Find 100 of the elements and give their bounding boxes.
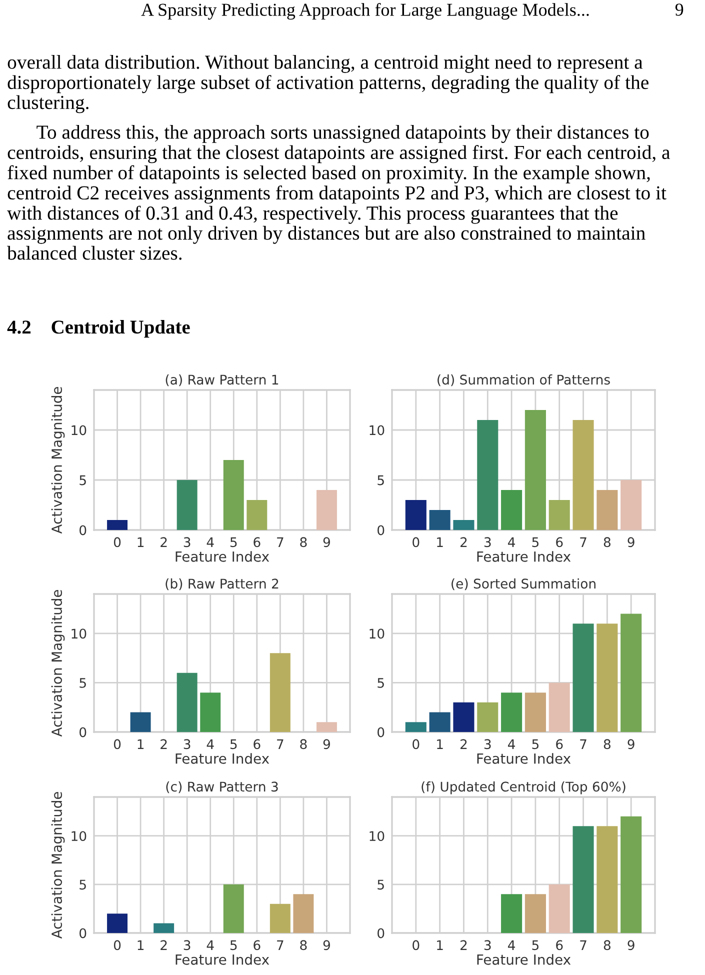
x-tick-label: 4 <box>206 739 214 749</box>
bar <box>548 884 570 933</box>
x-tick-label: 9 <box>323 739 330 750</box>
bar <box>154 923 174 933</box>
bar <box>501 490 522 530</box>
y-tick-label: 0 <box>378 525 384 536</box>
chart-title: (c) Raw Pattern 3 <box>166 781 278 794</box>
x-tick-label: 5 <box>230 537 237 548</box>
text: 4.2 Centroid Update <box>7 320 190 338</box>
x-tick-label: 8 <box>604 739 610 750</box>
bar <box>620 614 642 732</box>
x-tick-label: 2 <box>160 739 167 749</box>
y-tick-label: 10 <box>72 628 86 639</box>
bar <box>596 490 618 530</box>
y-axis-title: Activation Magnitude <box>51 386 65 534</box>
bar <box>572 624 594 732</box>
bar <box>620 480 642 530</box>
x-axis-title: Feature Index <box>477 954 571 965</box>
bar <box>176 672 198 732</box>
x-tick-label: 8 <box>604 940 610 950</box>
y-tick-label: 5 <box>378 880 384 890</box>
x-tick-label: 4 <box>206 940 214 950</box>
x-tick-label: 6 <box>254 940 260 950</box>
y-tick-label: 10 <box>370 628 384 639</box>
y-tick-label: 5 <box>378 678 384 688</box>
x-tick-label: 9 <box>323 537 330 548</box>
x-tick-label: 0 <box>114 537 121 548</box>
y-tick-label: 0 <box>80 525 86 536</box>
x-tick-label: 0 <box>412 537 420 548</box>
y-axis-title: Activation Magnitude <box>51 590 65 737</box>
bar <box>429 510 450 530</box>
chart-title: (d) Summation of Patterns <box>438 374 610 386</box>
x-tick-label: 1 <box>138 537 144 547</box>
y-tick-label: 5 <box>378 475 384 486</box>
bar <box>596 624 618 732</box>
x-tick-label: 4 <box>508 537 516 547</box>
x-tick-label: 4 <box>508 940 516 950</box>
bar <box>429 712 450 732</box>
x-tick-label: 5 <box>230 940 237 950</box>
bar <box>316 722 337 732</box>
x-tick-label: 5 <box>532 537 538 548</box>
bar <box>223 460 244 530</box>
x-axis-title: Feature Index <box>176 753 270 764</box>
x-tick-label: 5 <box>532 739 538 750</box>
y-axis-title: Activation Magnitude <box>51 792 65 939</box>
x-tick-label: 0 <box>412 940 420 950</box>
text: 9 <box>675 4 684 16</box>
x-tick-label: 6 <box>254 739 260 750</box>
bar <box>524 692 546 732</box>
x-tick-label: 8 <box>300 940 307 950</box>
bar <box>548 682 570 732</box>
x-tick-label: 3 <box>484 940 491 950</box>
y-tick-label: 10 <box>370 425 384 436</box>
x-tick-label: 0 <box>412 739 420 750</box>
x-tick-label: 6 <box>556 940 563 950</box>
bar <box>620 816 642 933</box>
bar <box>477 420 498 530</box>
x-tick-label: 6 <box>254 537 260 548</box>
x-tick-label: 8 <box>300 537 307 548</box>
text: overall data distribution. Without balancing, a centroid might need to represent a disproportionately large subset of activation patterns, degrading the quality of the clustering. <box>8 55 648 114</box>
x-tick-label: 7 <box>580 739 586 749</box>
bar <box>572 826 594 933</box>
y-tick-label: 0 <box>378 928 384 938</box>
x-tick-label: 0 <box>114 940 121 950</box>
bar <box>548 500 570 530</box>
bar <box>270 904 290 933</box>
x-tick-label: 6 <box>556 537 563 548</box>
bar <box>524 410 546 530</box>
x-tick-label: 2 <box>160 537 167 547</box>
x-tick-label: 4 <box>206 537 214 547</box>
chart-title: (f) Updated Centroid (Top 60%) <box>422 781 626 794</box>
x-tick-label: 1 <box>437 940 443 950</box>
x-tick-label: 1 <box>437 739 443 749</box>
x-tick-label: 9 <box>323 940 330 950</box>
x-tick-label: 7 <box>580 537 586 547</box>
bar <box>293 894 314 933</box>
y-tick-label: 5 <box>80 678 86 688</box>
x-tick-label: 7 <box>580 940 586 950</box>
x-tick-label: 2 <box>160 940 167 950</box>
x-tick-label: 3 <box>184 940 190 950</box>
x-tick-label: 3 <box>184 537 190 548</box>
x-tick-label: 0 <box>114 739 121 750</box>
x-axis-title: Feature Index <box>176 954 270 965</box>
bar <box>246 500 268 530</box>
bar <box>270 653 290 732</box>
x-tick-label: 7 <box>277 739 284 749</box>
bar <box>572 420 594 530</box>
chart-title: (b) Raw Pattern 2 <box>166 578 278 590</box>
x-tick-label: 7 <box>277 940 284 950</box>
x-tick-label: 3 <box>484 537 491 548</box>
y-tick-label: 10 <box>72 425 86 436</box>
bar <box>107 520 128 530</box>
x-tick-label: 3 <box>184 739 190 750</box>
bar <box>176 480 198 530</box>
text: A Sparsity Predicting Approach for Large Language Models... <box>141 3 589 20</box>
x-tick-label: 5 <box>230 739 237 750</box>
x-tick-label: 8 <box>300 739 307 750</box>
x-tick-label: 5 <box>532 940 538 950</box>
bar <box>130 712 151 732</box>
x-axis-title: Feature Index <box>477 551 571 562</box>
